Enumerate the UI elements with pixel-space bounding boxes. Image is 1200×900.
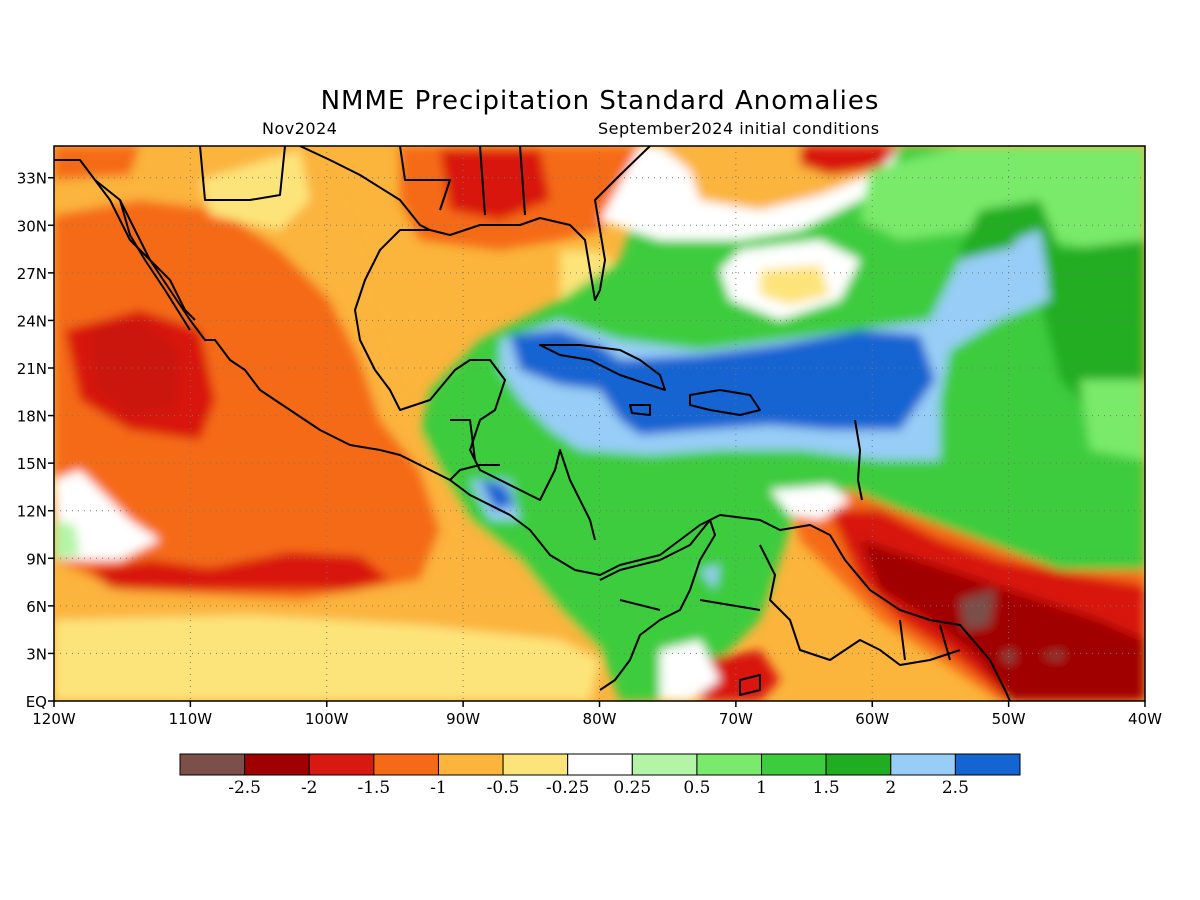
lat-tick-label: 15N	[17, 455, 47, 473]
lat-tick-label: EQ	[26, 693, 47, 711]
valid-month-label: Nov2024	[262, 119, 338, 138]
colorbar-swatch	[890, 753, 956, 776]
colorbar-tick-label: 2	[885, 778, 896, 798]
colorbar-swatch	[631, 753, 698, 776]
colorbar-swatch	[308, 753, 375, 776]
lat-tick-label: 33N	[17, 170, 47, 188]
colorbar-swatch	[567, 753, 633, 776]
coastlines	[54, 146, 1011, 701]
colorbar-tick-label: -1.5	[357, 778, 390, 798]
colorbar-swatch	[502, 753, 569, 776]
lat-tick-label: 18N	[17, 408, 47, 426]
lon-tick-label: 120W	[32, 710, 76, 728]
lat-tick-label: 24N	[17, 312, 47, 330]
lon-tick-label: 110W	[169, 710, 213, 728]
lat-tick-label: 21N	[17, 360, 47, 378]
chart-title: NMME Precipitation Standard Anomalies	[320, 86, 880, 116]
colorbar-tick-label: -2	[301, 778, 318, 798]
lat-tick-label: 6N	[26, 598, 47, 616]
colorbar-tick-label: 0.25	[613, 778, 651, 798]
lat-tick-label: 27N	[17, 265, 47, 283]
latitude-axis: 33N 30N 27N 24N 21N 18N 15N 12N 9N 6N 3N EQ	[17, 170, 54, 711]
longitude-axis: 120W 110W 100W 90W 80W 70W 60W 50W 40W	[32, 701, 1162, 728]
colorbar-swatch	[373, 753, 439, 776]
colorbar-tick-label: 1.5	[813, 778, 840, 798]
color-legend: -2.5 -2 -1.5 -1 -0.5 -0.25 0.25 0.5 1 1.5 2 2.5	[179, 753, 1021, 798]
lon-tick-label: 60W	[855, 710, 889, 728]
colorbar-tick-label: -0.5	[487, 778, 520, 798]
grid-lines	[54, 146, 1145, 701]
lon-tick-label: 90W	[446, 710, 480, 728]
colorbar-swatch	[954, 753, 1021, 776]
colorbar-swatch	[825, 753, 892, 776]
colorbar-swatch	[761, 753, 827, 776]
colorbar-tick-label: -2.5	[228, 778, 261, 798]
initial-conditions-label: September2024 initial conditions	[598, 119, 880, 138]
colorbar-tick-label: 0.5	[683, 778, 710, 798]
lon-tick-label: 100W	[305, 710, 349, 728]
colorbar-tick-label: -0.25	[546, 778, 590, 798]
lon-tick-label: 70W	[719, 710, 753, 728]
lat-tick-label: 30N	[17, 217, 47, 235]
colorbar-swatch	[179, 753, 246, 776]
colorbar-tick-label: 2.5	[942, 778, 969, 798]
lon-tick-label: 80W	[583, 710, 617, 728]
lon-tick-label: 40W	[1128, 710, 1162, 728]
colorbar-swatch	[244, 753, 310, 776]
colorbar-tick-label: -1	[430, 778, 447, 798]
lat-tick-label: 12N	[17, 503, 47, 521]
colorbar-swatch	[696, 753, 763, 776]
colorbar-swatch	[437, 753, 504, 776]
lon-tick-label: 50W	[992, 710, 1026, 728]
colorbar-tick-label: 1	[756, 778, 767, 798]
lat-tick-label: 3N	[26, 645, 47, 663]
lat-tick-label: 9N	[26, 550, 47, 568]
